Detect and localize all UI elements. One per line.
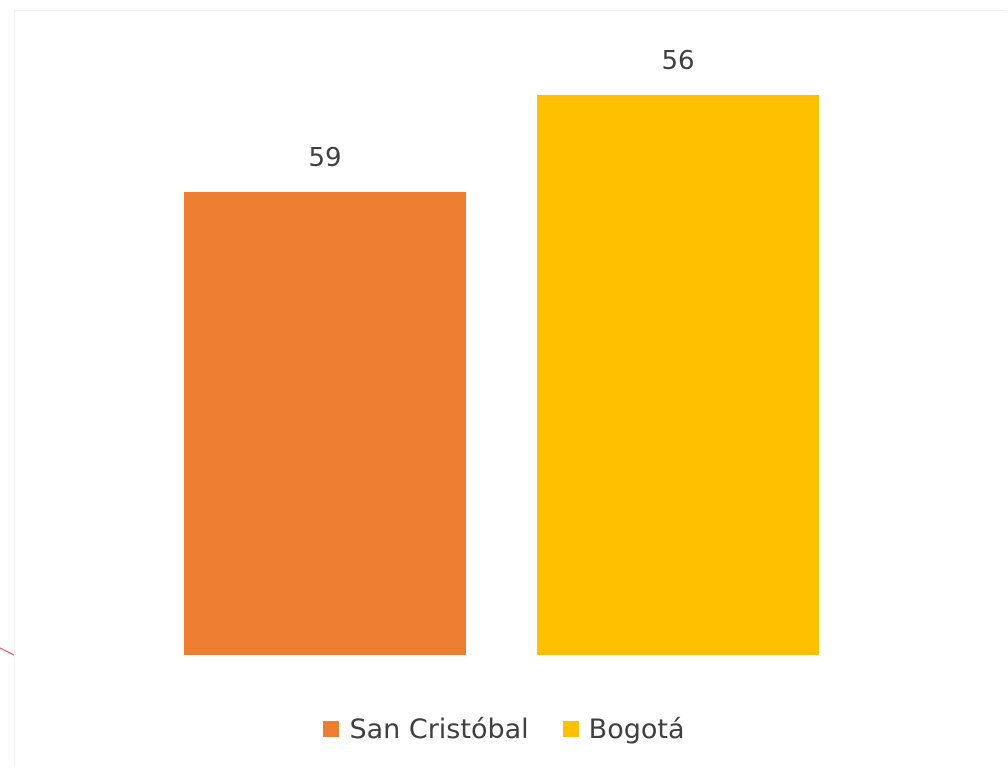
data-label-san-cristobal: 59 [308,143,341,173]
data-label-bogota: 56 [661,46,694,76]
legend-item-san-cristobal: San Cristóbal [323,713,529,745]
legend-item-bogota: Bogotá [562,713,685,745]
legend-swatch-san-cristobal [323,721,340,737]
legend-label-san-cristobal: San Cristóbal [349,713,529,745]
bar-bogota [537,95,819,655]
legend-swatch-bogota [562,721,579,737]
chart-legend: San Cristóbal Bogotá [0,707,1008,751]
legend-label-bogota: Bogotá [588,713,685,745]
bar-san-cristobal [184,192,466,655]
chart-area [14,10,1006,767]
